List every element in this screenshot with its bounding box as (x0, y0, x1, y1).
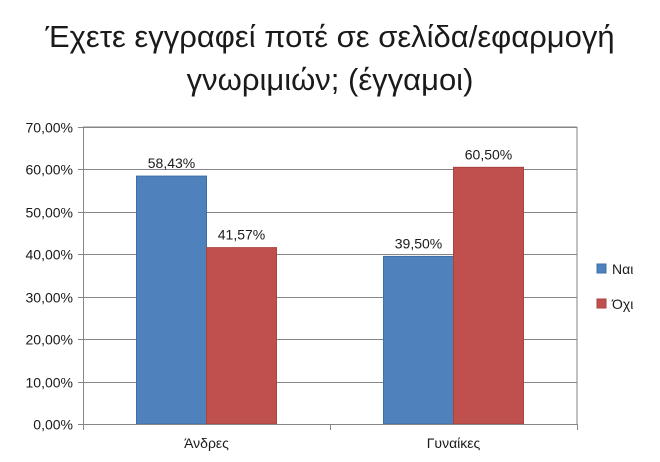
data-label: 41,57% (218, 227, 265, 243)
bar-no-1 (453, 166, 524, 425)
legend-label-yes: Ναι (612, 261, 633, 277)
data-label: 58,43% (148, 155, 195, 171)
y-tick-label: 60,00% (26, 162, 73, 178)
legend-swatch-yes (596, 263, 607, 274)
data-labels: 58,43% 41,57% 39,50% 60,50% (148, 146, 512, 251)
bar-no-0 (206, 247, 277, 425)
bar-yes-0 (136, 175, 207, 425)
y-axis: 0,00% 10,00% 20,00% 30,00% 40,00% 50,00% 60,00… (26, 120, 84, 433)
y-tick-label: 0,00% (33, 417, 73, 433)
y-tick-label: 30,00% (26, 290, 73, 306)
legend: Ναι Όχι (596, 261, 633, 312)
y-tick-label: 20,00% (26, 332, 73, 348)
bar-yes-1 (383, 255, 454, 425)
chart-title-line-1: Έχετε εγγραφεί ποτέ σε σελίδα/εφαρμογή (44, 19, 614, 54)
y-tick-label: 50,00% (26, 205, 73, 221)
y-tick-label: 40,00% (26, 247, 73, 263)
chart-title-line-2: γνωριμιών; (έγγαμοι) (187, 62, 474, 97)
data-label: 60,50% (465, 146, 512, 162)
y-tick-label: 10,00% (26, 375, 73, 391)
x-category-label: Άνδρες (184, 435, 229, 451)
legend-label-no: Όχι (611, 296, 633, 312)
data-label: 39,50% (395, 235, 442, 251)
x-category-label: Γυναίκες (427, 435, 481, 451)
y-tick-label: 70,00% (26, 120, 73, 136)
legend-swatch-no (596, 298, 607, 309)
x-axis: Άνδρες Γυναίκες (83, 424, 578, 451)
bars (136, 166, 524, 425)
chart-title: Έχετε εγγραφεί ποτέ σε σελίδα/εφαρμογή γ… (44, 19, 614, 97)
